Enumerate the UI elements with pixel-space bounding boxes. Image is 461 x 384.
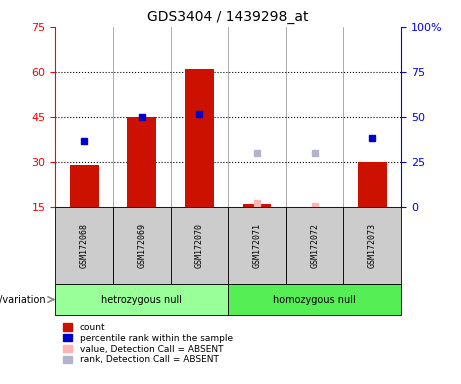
Bar bbox=[55, 207, 113, 284]
Text: GSM172072: GSM172072 bbox=[310, 223, 319, 268]
Bar bbox=[228, 284, 401, 315]
Bar bbox=[113, 207, 171, 284]
Text: GSM172069: GSM172069 bbox=[137, 223, 146, 268]
Bar bbox=[286, 207, 343, 284]
Bar bbox=[171, 207, 228, 284]
Text: homozygous null: homozygous null bbox=[273, 295, 356, 305]
Bar bbox=[70, 165, 99, 207]
Bar bbox=[228, 207, 286, 284]
Bar bbox=[242, 204, 272, 207]
Text: GSM172068: GSM172068 bbox=[80, 223, 89, 268]
Text: GSM172070: GSM172070 bbox=[195, 223, 204, 268]
Text: GSM172071: GSM172071 bbox=[253, 223, 261, 268]
Title: GDS3404 / 1439298_at: GDS3404 / 1439298_at bbox=[148, 10, 309, 25]
Text: genotype/variation: genotype/variation bbox=[0, 295, 46, 305]
Bar bbox=[127, 117, 156, 207]
Bar bbox=[343, 207, 401, 284]
Legend: count, percentile rank within the sample, value, Detection Call = ABSENT, rank, : count, percentile rank within the sample… bbox=[60, 319, 236, 368]
Bar bbox=[185, 69, 214, 207]
Bar bbox=[358, 162, 387, 207]
Text: hetrozygous null: hetrozygous null bbox=[101, 295, 182, 305]
Text: GSM172073: GSM172073 bbox=[368, 223, 377, 268]
Bar bbox=[55, 284, 228, 315]
